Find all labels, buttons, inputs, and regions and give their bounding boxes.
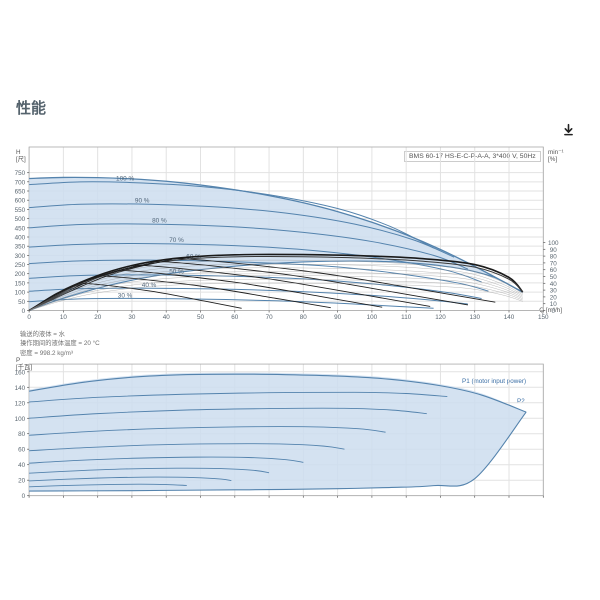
svg-text:30: 30 (550, 288, 558, 295)
svg-text:30 %: 30 % (118, 293, 133, 300)
svg-text:250: 250 (15, 262, 26, 269)
svg-text:70: 70 (266, 314, 274, 321)
svg-text:80: 80 (550, 254, 558, 261)
svg-text:300: 300 (15, 253, 26, 260)
svg-text:500: 500 (15, 216, 26, 223)
svg-text:100: 100 (15, 416, 26, 423)
svg-text:40: 40 (550, 281, 558, 288)
svg-text:90 %: 90 % (135, 197, 150, 204)
svg-text:60: 60 (18, 447, 26, 454)
svg-text:450: 450 (15, 225, 26, 232)
svg-text:80: 80 (18, 431, 26, 438)
svg-text:0: 0 (22, 308, 26, 315)
svg-text:0: 0 (552, 308, 556, 315)
svg-text:20: 20 (94, 314, 102, 321)
svg-text:700: 700 (15, 179, 26, 186)
svg-text:150: 150 (538, 314, 549, 321)
svg-text:140: 140 (504, 314, 515, 321)
svg-text:50: 50 (18, 299, 26, 306)
svg-text:70 %: 70 % (169, 237, 184, 244)
svg-text:100: 100 (15, 290, 26, 297)
svg-text:20: 20 (550, 294, 558, 301)
svg-text:80: 80 (300, 314, 308, 321)
svg-text:20: 20 (18, 478, 26, 485)
svg-text:50: 50 (197, 314, 205, 321)
svg-text:100: 100 (548, 240, 559, 247)
svg-text:400: 400 (15, 235, 26, 242)
svg-text:350: 350 (15, 244, 26, 251)
svg-text:90: 90 (550, 247, 558, 254)
svg-text:60: 60 (231, 314, 239, 321)
svg-text:90: 90 (334, 314, 342, 321)
svg-text:30: 30 (128, 314, 136, 321)
svg-text:650: 650 (15, 189, 26, 196)
svg-text:60: 60 (550, 267, 558, 274)
svg-text:130: 130 (469, 314, 480, 321)
svg-text:100 %: 100 % (116, 176, 134, 183)
svg-text:40: 40 (18, 462, 26, 469)
svg-text:40: 40 (163, 314, 171, 321)
svg-text:10: 10 (60, 314, 68, 321)
svg-text:100: 100 (367, 314, 378, 321)
svg-text:150: 150 (15, 280, 26, 287)
svg-text:750: 750 (15, 170, 26, 177)
svg-text:120: 120 (435, 314, 446, 321)
svg-text:0: 0 (27, 314, 31, 321)
svg-text:160: 160 (15, 369, 26, 376)
svg-text:70: 70 (550, 260, 558, 267)
svg-text:140: 140 (15, 385, 26, 392)
svg-text:600: 600 (15, 198, 26, 205)
svg-text:200: 200 (15, 271, 26, 278)
svg-text:120: 120 (15, 400, 26, 407)
svg-text:10: 10 (550, 301, 558, 308)
svg-text:50: 50 (550, 274, 558, 281)
svg-text:110: 110 (401, 314, 412, 321)
svg-text:0: 0 (22, 493, 26, 500)
svg-text:550: 550 (15, 207, 26, 214)
svg-text:80 %: 80 % (152, 218, 167, 225)
